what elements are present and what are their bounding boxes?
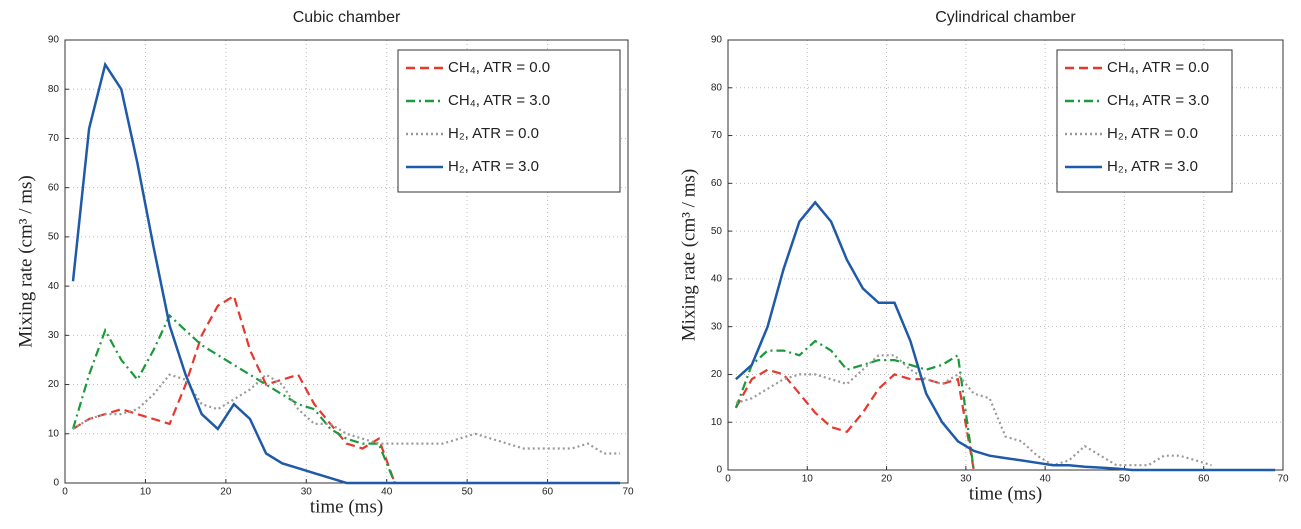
y-axis-label: Mixing rate (cm³ / ms)	[678, 169, 699, 341]
x-tick-label: 0	[62, 487, 68, 498]
legend-box	[397, 49, 621, 193]
series-line	[72, 294, 396, 484]
y-tick-label: 20	[48, 379, 60, 390]
series-line	[71, 61, 620, 485]
y-tick-label: 30	[48, 330, 60, 341]
y-tick-label: 0	[716, 465, 722, 476]
legend-label: H₂, ATR = 3.0	[1107, 158, 1198, 175]
y-tick-label: 70	[711, 130, 723, 141]
x-tick-label: 40	[1040, 474, 1052, 485]
y-tick-label: 30	[711, 321, 723, 332]
series-line	[735, 354, 1212, 467]
y-tick-label: 40	[48, 281, 60, 292]
y-tick-label: 90	[711, 35, 723, 46]
x-tick-label: 10	[140, 487, 152, 498]
x-tick-label: 0	[725, 474, 731, 485]
x-tick-label: 20	[881, 474, 893, 485]
x-tick-label: 10	[802, 474, 814, 485]
x-tick-label: 60	[542, 487, 554, 498]
y-tick-label: 50	[711, 226, 723, 237]
y-tick-label: 10	[48, 428, 60, 439]
legend-label: CH₄, ATR = 0.0	[448, 59, 550, 76]
chart-title: Cylindrical chamber	[935, 9, 1076, 26]
y-tick-label: 0	[53, 478, 59, 489]
series-line	[72, 373, 620, 455]
x-tick-label: 70	[1277, 474, 1289, 485]
chart-title: Cubic chamber	[293, 9, 401, 26]
y-tick-label: 60	[48, 182, 60, 193]
x-tick-label: 40	[381, 487, 393, 498]
legend-box	[1056, 49, 1233, 193]
x-axis-label: time (ms)	[310, 496, 383, 517]
y-tick-label: 90	[48, 35, 60, 46]
x-tick-label: 60	[1198, 474, 1210, 485]
legend-label: CH₄, ATR = 3.0	[448, 92, 550, 109]
legend-label: H₂, ATR = 3.0	[448, 158, 539, 175]
y-tick-label: 60	[711, 178, 723, 189]
series-line	[71, 313, 396, 484]
series-line	[735, 200, 1276, 472]
plot-frame	[727, 39, 1284, 471]
y-axis-label: Mixing rate (cm³ / ms)	[15, 175, 36, 347]
x-tick-label: 30	[301, 487, 313, 498]
y-tick-label: 50	[48, 232, 60, 243]
legend-label: CH₄, ATR = 3.0	[1107, 92, 1209, 109]
x-tick-label: 30	[960, 474, 972, 485]
y-tick-label: 70	[48, 133, 60, 144]
x-axis-label: time (ms)	[969, 483, 1042, 504]
legend-label: CH₄, ATR = 0.0	[1107, 59, 1209, 76]
x-tick-label: 50	[462, 487, 474, 498]
x-tick-label: 70	[622, 487, 634, 498]
x-tick-label: 20	[220, 487, 232, 498]
y-tick-label: 80	[711, 82, 723, 93]
y-tick-label: 40	[711, 274, 723, 285]
legend-label: H₂, ATR = 0.0	[448, 125, 539, 142]
x-tick-label: 50	[1119, 474, 1131, 485]
legend-label: H₂, ATR = 0.0	[1107, 125, 1198, 142]
series-line	[734, 368, 975, 471]
y-tick-label: 10	[711, 417, 723, 428]
y-tick-label: 20	[711, 369, 723, 380]
series-line	[734, 339, 975, 471]
y-tick-label: 80	[48, 84, 60, 95]
